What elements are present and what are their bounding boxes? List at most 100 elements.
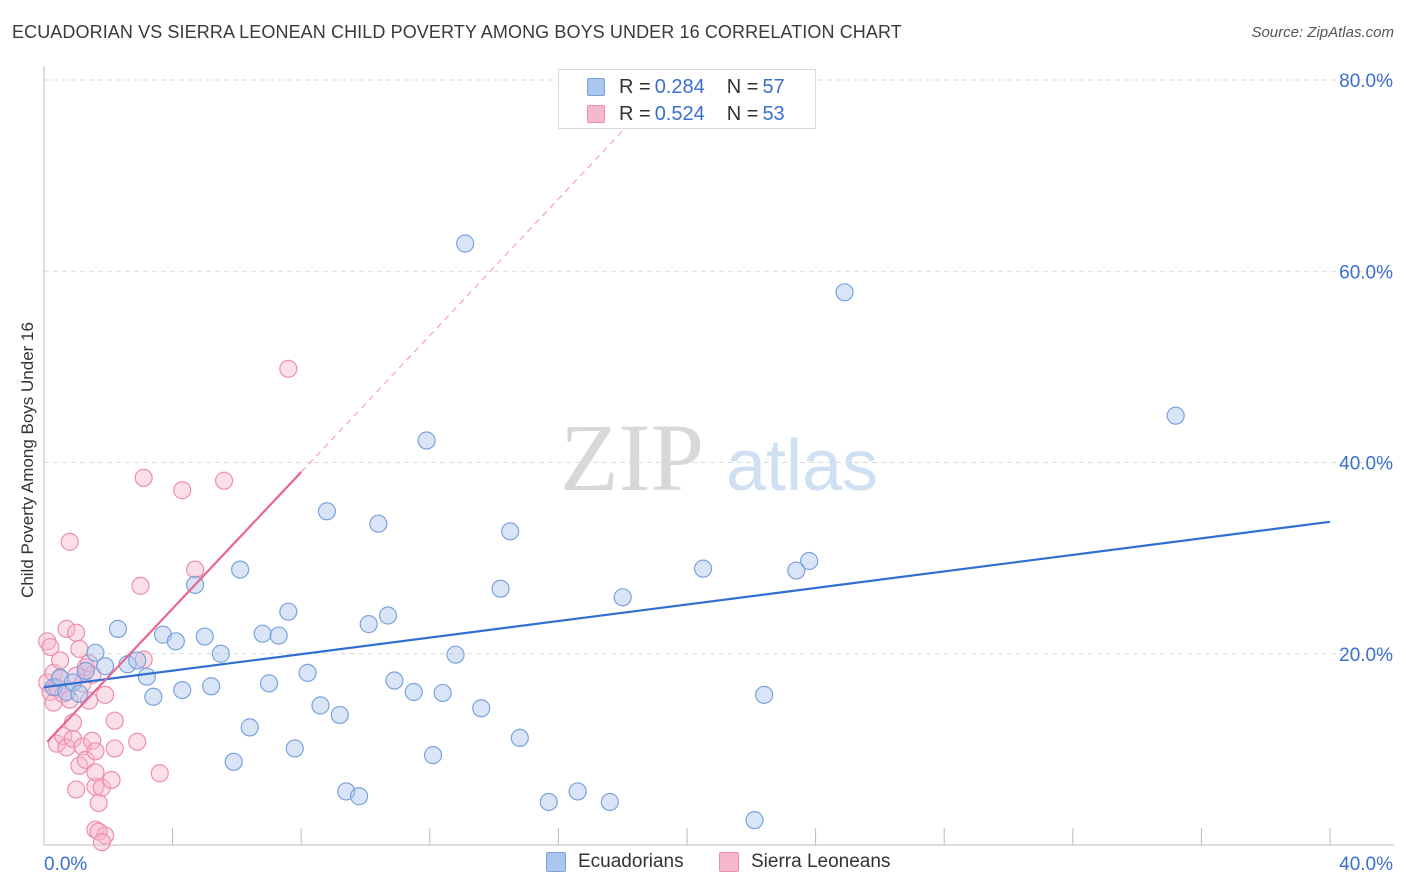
ecuadorian-point <box>349 787 369 806</box>
ecuadorian-point <box>491 579 510 598</box>
watermark-zip: ZIP <box>560 404 704 511</box>
sierra-leonean-point <box>95 685 115 704</box>
ecuadorian-point <box>95 657 115 676</box>
y-tick-label: 20.0% <box>1339 645 1393 666</box>
sierra-leonean-point <box>57 619 76 638</box>
r-value: 0.524 <box>654 102 705 125</box>
sierra-leonean-point <box>67 780 86 799</box>
ecuadorian-point <box>298 663 317 682</box>
ecuadorian-point <box>800 551 819 571</box>
x-tick-label: 0.0% <box>44 854 87 875</box>
ecuadorian-point <box>285 739 304 758</box>
y-tick-label: 80.0% <box>1339 71 1393 92</box>
ecuadorian-point <box>128 651 147 670</box>
ecuadorian-point <box>404 682 423 702</box>
ecuadorian-point <box>693 559 713 578</box>
ecuadorian-point <box>76 661 95 681</box>
sierra-leonean-point <box>50 651 70 670</box>
ecuadorian-point <box>240 718 259 737</box>
sierra-leonean-point <box>134 468 153 487</box>
ecuadorian-point <box>224 752 243 771</box>
sierra-leonean-point <box>214 471 234 490</box>
r-value: 0.284 <box>654 75 705 98</box>
ecuadorian-point <box>311 696 330 715</box>
sierra-leonean-point <box>279 359 298 378</box>
sierra-leonean-point <box>63 729 83 748</box>
ecuadorian-point <box>231 560 250 579</box>
sierra-leonean-point <box>38 632 57 651</box>
sierra-leonean-trend-line <box>46 471 303 743</box>
sierra-leonean-point <box>79 691 99 710</box>
ecuadorian-point <box>86 643 105 662</box>
ecuadorian-point <box>745 811 764 830</box>
y-tick-label: 60.0% <box>1339 262 1393 283</box>
series-legend: Ecuadorians Sierra Leoneans <box>0 851 1406 877</box>
blue-swatch <box>587 78 605 96</box>
ecuadorian-point <box>446 645 465 664</box>
sierra-leonean-point <box>92 833 111 852</box>
r-label: R = <box>619 75 651 98</box>
sierra-leonean-point <box>86 742 105 761</box>
x-tick-label: 40.0% <box>1339 854 1393 875</box>
sierra-leonean-trend-extension <box>300 79 671 473</box>
ecuadorian-points <box>44 234 1185 830</box>
ecuadorian-point <box>269 626 288 645</box>
r-label: R = <box>619 102 651 125</box>
ecuadorian-point <box>359 615 378 634</box>
ecuadorian-point <box>423 746 443 765</box>
ecuadorian-point <box>211 644 230 663</box>
ecuadorian-point <box>433 683 452 703</box>
ecuadorian-point <box>755 685 774 704</box>
sierra-leonean-point <box>102 770 121 790</box>
ecuadorian-point <box>613 588 632 607</box>
n-value: 57 <box>762 75 785 98</box>
ecuadorian-point <box>259 674 279 693</box>
ecuadorian-point <box>279 602 298 621</box>
axes <box>43 66 1394 846</box>
ecuadorian-point <box>202 677 221 696</box>
sierra-leonean-point <box>128 732 147 751</box>
ecuadorian-point <box>253 624 272 643</box>
ecuadorian-point <box>378 606 398 625</box>
gridlines <box>44 79 1394 655</box>
pink-swatch <box>719 852 739 872</box>
pink-swatch <box>587 105 605 123</box>
n-value: 53 <box>762 102 785 125</box>
sierra-leonean-point <box>105 739 124 758</box>
sierra-leonean-point <box>67 623 86 642</box>
ecuadorian-point <box>195 627 214 646</box>
ecuadorian-point <box>70 684 89 704</box>
ecuadorian-point <box>539 792 558 812</box>
ecuadorian-point <box>501 522 520 541</box>
blue-swatch <box>546 852 566 872</box>
ecuadorian-point <box>417 431 436 450</box>
sierra-leonean-point <box>173 481 192 500</box>
legend-item-ecuadorians: Ecuadorians <box>546 851 684 873</box>
sierra-leonean-point <box>186 560 205 579</box>
sierra-leonean-point <box>41 637 60 657</box>
ecuadorian-point <box>456 234 475 253</box>
chart-title: ECUADORIAN VS SIERRA LEONEAN CHILD POVER… <box>12 22 902 42</box>
legend-item-sierra-leoneans: Sierra Leoneans <box>719 851 890 873</box>
watermark-atlas: atlas <box>726 426 878 506</box>
sierra-leonean-point <box>92 778 111 797</box>
ecuadorian-point <box>173 680 192 700</box>
sierra-leonean-point <box>63 713 83 732</box>
ecuadorian-point <box>108 619 128 638</box>
stats-legend: R = 0.284 N = 57 R = 0.524 N = 53 <box>558 69 816 129</box>
source-label: Source: ZipAtlas.com <box>1251 24 1394 41</box>
legend-label: Ecuadorians <box>578 851 684 872</box>
ecuadorian-point <box>137 667 156 686</box>
ecuadorian-point <box>510 728 529 748</box>
n-label: N = <box>726 102 759 125</box>
ecuadorian-point <box>472 699 491 718</box>
watermark: ZIP atlas <box>560 404 878 511</box>
ecuadorian-point <box>787 561 806 580</box>
tick-labels: 20.0% 40.0% 60.0% 80.0% 0.0% 40.0% <box>44 71 1393 875</box>
trend-lines <box>43 79 1331 743</box>
sierra-leonean-points <box>38 359 298 852</box>
sierra-leonean-point <box>105 711 124 730</box>
ecuadorian-point <box>600 792 619 812</box>
sierra-leonean-point <box>83 731 102 750</box>
legend-label: Sierra Leoneans <box>751 851 891 872</box>
